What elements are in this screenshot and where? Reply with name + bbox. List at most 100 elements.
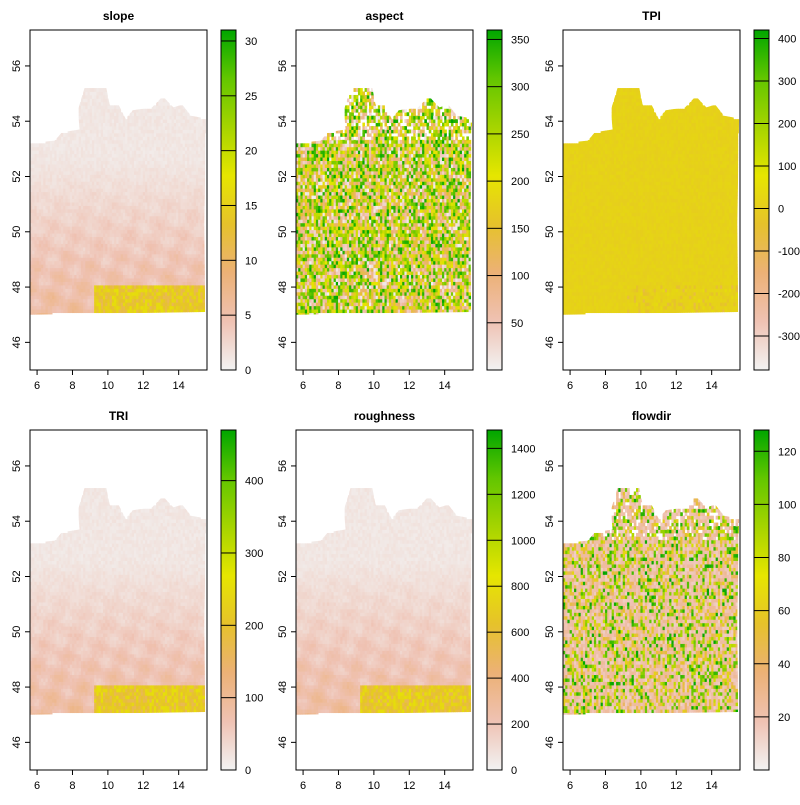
raster-cell	[298, 257, 301, 261]
raster-cell	[298, 295, 301, 299]
raster-cell	[43, 143, 46, 147]
raster-cell	[105, 268, 108, 272]
raster-cell	[123, 230, 126, 234]
raster-cell	[61, 181, 64, 185]
raster-cell	[76, 244, 79, 248]
raster-cell	[132, 130, 135, 134]
raster-cell	[147, 216, 150, 220]
raster-cell	[121, 112, 124, 116]
raster-cell	[138, 219, 141, 223]
raster-cell	[105, 168, 108, 172]
raster-cell	[147, 119, 150, 123]
raster-cell	[76, 223, 79, 227]
raster-cell	[34, 192, 37, 196]
raster-cell	[76, 188, 79, 192]
raster-cell	[194, 261, 197, 265]
raster-cell	[85, 188, 88, 192]
raster-cell	[34, 195, 37, 199]
raster-cell	[112, 140, 115, 144]
raster-cell	[183, 299, 186, 303]
raster-cell	[194, 143, 197, 147]
raster-cell	[112, 306, 115, 310]
raster-cell	[94, 112, 97, 116]
raster-cell	[309, 254, 312, 258]
raster-cell	[123, 133, 126, 137]
raster-cell	[123, 140, 126, 144]
raster-cell	[132, 147, 135, 151]
raster-cell	[132, 233, 135, 237]
raster-cell	[147, 275, 150, 279]
raster-cell	[132, 112, 135, 116]
raster-cell	[61, 185, 64, 189]
raster-cell	[43, 240, 46, 244]
raster-cell	[138, 275, 141, 279]
raster-cell	[105, 185, 108, 189]
raster-cell	[85, 126, 88, 130]
raster-cell	[43, 230, 46, 234]
raster-cell	[105, 136, 108, 140]
raster-cell	[50, 313, 53, 317]
raster-cell	[194, 271, 197, 275]
raster-cell	[85, 143, 88, 147]
raster-cell	[138, 199, 141, 203]
raster-cell	[138, 292, 141, 296]
raster-cell	[194, 199, 197, 203]
raster-cell	[165, 199, 168, 203]
raster-cell	[183, 192, 186, 196]
raster-cell	[194, 230, 197, 234]
raster-cell	[105, 230, 108, 234]
raster-cell	[138, 178, 141, 182]
raster-cell	[105, 240, 108, 244]
raster-cell	[147, 133, 150, 137]
raster-cell	[85, 202, 88, 206]
raster-cell	[203, 285, 206, 289]
raster-cell	[85, 199, 88, 203]
raster-cell	[203, 288, 206, 292]
raster-cell	[105, 181, 108, 185]
raster-cell	[76, 306, 79, 310]
raster-cell	[165, 288, 168, 292]
raster-cell	[76, 309, 79, 313]
raster-cell	[85, 195, 88, 199]
raster-cell	[132, 282, 135, 286]
raster-cell	[174, 119, 177, 123]
raster-cell	[43, 161, 46, 165]
raster-cell	[298, 237, 301, 241]
raster-cell	[183, 171, 186, 175]
raster-cell	[174, 126, 177, 130]
raster-cell	[85, 250, 88, 254]
raster-cell	[123, 150, 126, 154]
raster-cell	[85, 133, 88, 137]
raster-cell	[183, 230, 186, 234]
raster-cell	[94, 278, 97, 282]
raster-cell	[105, 233, 108, 237]
raster-cell	[68, 295, 71, 299]
raster-cell	[34, 268, 37, 272]
raster-cell	[61, 275, 64, 279]
raster-cell	[194, 233, 197, 237]
raster-cell	[94, 216, 97, 220]
raster-cell	[298, 285, 301, 289]
raster-cell	[309, 219, 312, 223]
raster-cell	[94, 150, 97, 154]
raster-cell	[147, 309, 150, 313]
raster-cell	[123, 240, 126, 244]
raster-cell	[203, 143, 206, 147]
raster-cell	[85, 109, 88, 113]
raster-cell	[112, 233, 115, 237]
y-tick-label: 54	[11, 115, 23, 127]
raster-cell	[132, 292, 135, 296]
raster-cell	[34, 171, 37, 175]
raster-cell	[132, 174, 135, 178]
raster-cell	[68, 133, 71, 137]
raster-cell	[174, 282, 177, 286]
raster-cell	[174, 292, 177, 296]
raster-cell	[138, 143, 141, 147]
raster-cell	[298, 195, 301, 199]
raster-cell	[158, 264, 161, 268]
raster-cell	[138, 202, 141, 206]
raster-cell	[147, 288, 150, 292]
raster-cell	[132, 247, 135, 251]
raster-cell	[112, 161, 115, 165]
raster-cell	[112, 216, 115, 220]
